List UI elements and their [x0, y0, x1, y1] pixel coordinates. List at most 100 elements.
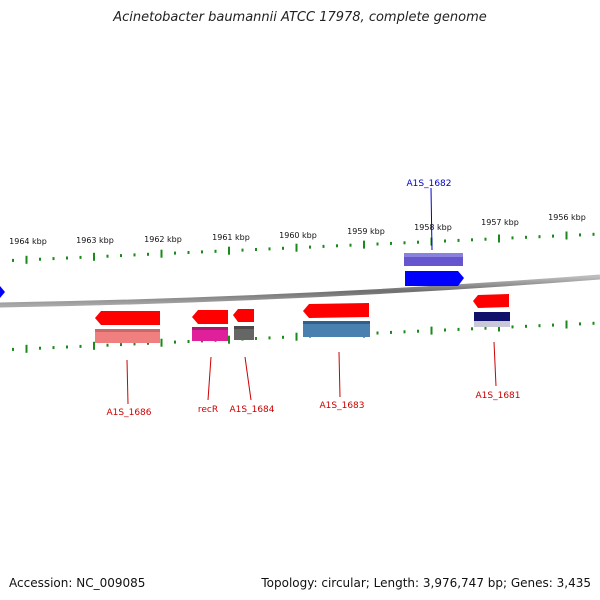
gene-a1s-1684-leader-line [244, 356, 252, 401]
tick-label-1960: 1960 kbp [279, 231, 317, 240]
gene-a1s-1682-leader-line [430, 187, 433, 251]
upper-scale-minor-tick [349, 243, 352, 247]
gene-a1s-1686-cds-edge [95, 329, 160, 332]
lower-scale-minor-tick [471, 327, 473, 331]
lower-scale-minor-tick [187, 340, 190, 343]
gene-a1s-1683-leader-line [338, 351, 341, 398]
gene-a1s-1682-label[interactable]: A1S_1682 [407, 179, 452, 189]
upper-scale-minor-tick [52, 257, 55, 261]
upper-scale-minor-tick [268, 247, 271, 251]
tick-label-1959: 1959 kbp [347, 227, 385, 236]
genome-summary-text: Topology: circular; Length: 3,976,747 bp… [261, 576, 591, 590]
lower-scale-minor-tick [120, 343, 122, 347]
upper-scale-minor-tick [376, 242, 379, 246]
upper-scale-minor-tick [120, 254, 122, 258]
lower-scale-major-tick [430, 326, 433, 335]
upper-scale-minor-tick [552, 234, 554, 238]
gene-a1s-1684-label[interactable]: A1S_1684 [230, 405, 275, 415]
upper-scale-minor-tick [174, 251, 176, 255]
gene-recr[interactable]: recR [192, 310, 228, 415]
lower-scale-minor-tick [417, 329, 419, 333]
gene-recr-cds-edge [192, 327, 228, 330]
lower-scale-major-tick [498, 323, 500, 332]
gene-a1s-1686[interactable]: A1S_1686 [95, 311, 160, 418]
gene-a1s-1684-cds-edge [234, 326, 254, 329]
lower-scale-minor-tick [255, 337, 257, 340]
lower-scale-major-tick [228, 335, 230, 344]
lower-scale-minor-tick [376, 331, 379, 335]
lower-scale-minor-tick [511, 325, 514, 329]
lower-scale-minor-tick [403, 330, 406, 334]
gene-a1s-1682[interactable]: A1S_1682 [404, 179, 464, 286]
gene-a1s-1686-label[interactable]: A1S_1686 [107, 408, 152, 418]
lower-scale-minor-tick [444, 328, 446, 332]
gene-a1s-1684-arrow[interactable] [233, 309, 254, 322]
upper-scale-minor-tick [201, 250, 203, 254]
lower-scale-minor-tick [579, 322, 581, 326]
upper-scale-minor-tick [471, 238, 473, 242]
gene-a1s-1681-cds-shadow [474, 321, 510, 327]
upper-scale-minor-tick [484, 237, 487, 241]
gene-a1s-1683-arrow[interactable] [303, 303, 369, 318]
upper-scale-major-tick [363, 240, 365, 249]
gene-a1s-1681[interactable]: A1S_1681 [473, 294, 521, 401]
map-title: Acinetobacter baumannii ATCC 17978, comp… [113, 10, 487, 25]
upper-scale-major-tick [498, 234, 500, 243]
lower-scale-minor-tick [66, 345, 68, 349]
lower-scale-minor-tick [79, 344, 82, 348]
lower-scale-major-tick [25, 344, 28, 353]
lower-scale-minor-tick [133, 342, 136, 346]
upper-scale-minor-tick [187, 251, 190, 254]
lower-scale-minor-tick [147, 341, 149, 345]
lower-scale-minor-tick [282, 335, 284, 339]
gene-a1s-1683[interactable]: A1S_1683 [303, 303, 370, 411]
tick-label-1962: 1962 kbp [144, 235, 182, 244]
accession-text: Accession: NC_009085 [9, 576, 146, 590]
upper-scale-minor-tick [133, 253, 136, 257]
origin-marker-icon [0, 286, 5, 298]
lower-scale-minor-tick [12, 347, 14, 351]
upper-scale-minor-tick [403, 241, 406, 245]
lower-scale-major-tick [93, 341, 95, 350]
lower-scale-minor-tick [52, 346, 55, 350]
gene-a1s-1681-leader-line [493, 341, 497, 387]
gene-a1s-1684-cds-bar [234, 326, 254, 340]
upper-scale-minor-tick [444, 239, 446, 243]
chromosome-backbone [0, 274, 600, 308]
gene-a1s-1683-label[interactable]: A1S_1683 [320, 401, 365, 411]
lower-scale-minor-tick [39, 346, 41, 350]
gene-a1s-1684[interactable]: A1S_1684 [230, 309, 275, 415]
upper-scale-ruler [12, 231, 595, 264]
upper-scale-major-tick [565, 231, 568, 240]
gene-a1s-1681-cds-bar [474, 312, 510, 321]
lower-scale-minor-tick [525, 324, 527, 328]
upper-scale-minor-tick [525, 235, 527, 239]
gene-a1s-1681-label[interactable]: A1S_1681 [476, 391, 521, 401]
gene-a1s-1681-arrow[interactable] [473, 294, 509, 308]
upper-scale-minor-tick [241, 248, 244, 252]
upper-scale-minor-tick [579, 233, 581, 237]
gene-recr-arrow[interactable] [192, 310, 228, 324]
lower-scale-major-tick [160, 338, 163, 347]
lower-scale-minor-tick [106, 343, 109, 347]
upper-scale-major-tick [93, 252, 95, 261]
tick-label-1957: 1957 kbp [481, 218, 519, 227]
gene-recr-label[interactable]: recR [198, 405, 218, 415]
lower-scale-minor-tick [390, 330, 392, 334]
tick-label-1958: 1958 kbp [414, 223, 452, 232]
gene-recr-leader-line [207, 356, 212, 401]
gene-a1s-1682-arrow[interactable] [405, 271, 464, 286]
upper-scale-minor-tick [322, 244, 325, 248]
gene-a1s-1686-arrow[interactable] [95, 311, 160, 325]
tick-label-1956: 1956 kbp [548, 213, 586, 222]
lower-scale-minor-tick [538, 324, 541, 328]
gene-a1s-1686-leader-line [126, 359, 129, 405]
lower-scale-major-tick [295, 332, 298, 341]
lower-scale-minor-tick [552, 323, 554, 327]
lower-scale-major-tick [565, 320, 568, 329]
upper-scale-minor-tick [390, 241, 392, 245]
upper-scale-major-tick [228, 246, 230, 255]
upper-scale-minor-tick [309, 245, 311, 249]
upper-scale-minor-tick [79, 255, 82, 259]
upper-scale-minor-tick [214, 249, 217, 253]
